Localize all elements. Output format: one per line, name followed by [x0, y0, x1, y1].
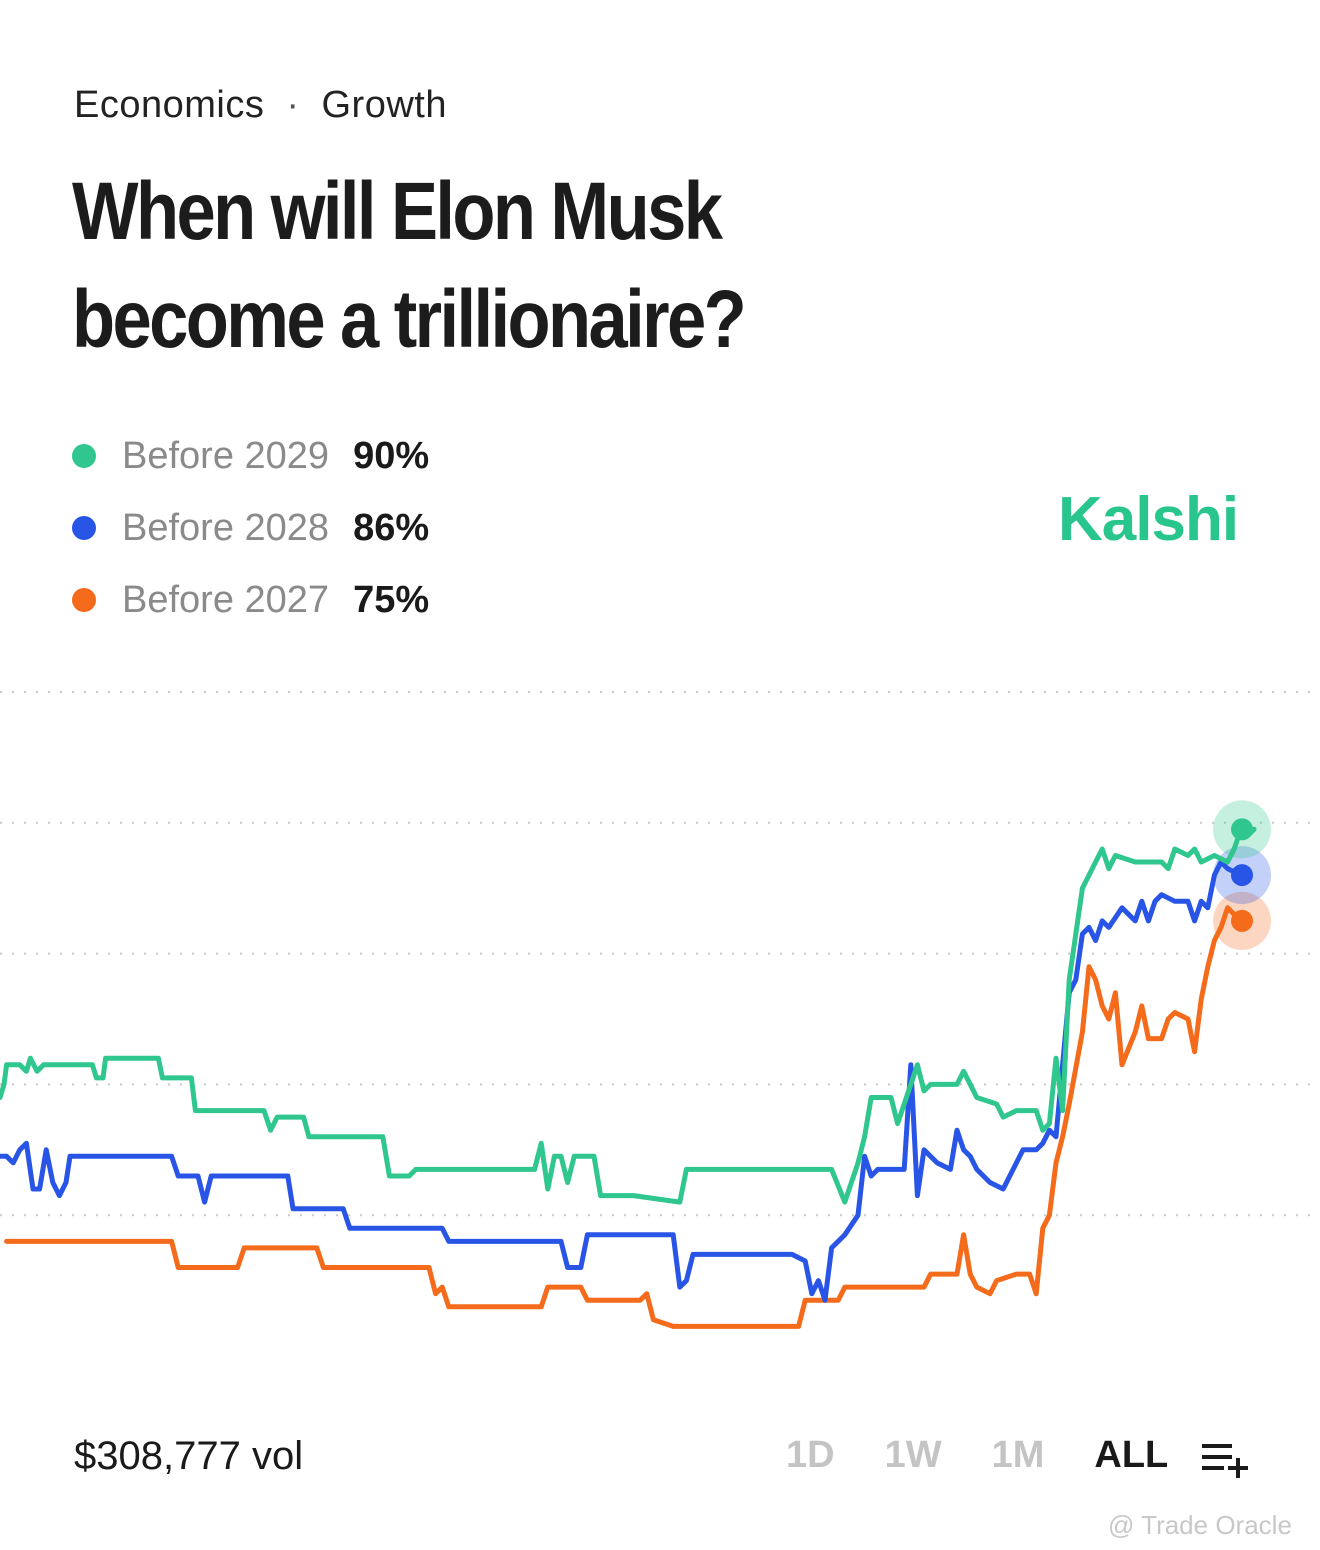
series-endpoint-dot	[1231, 818, 1253, 841]
legend-item[interactable]: Before 2029 90%	[72, 420, 429, 492]
breadcrumb-separator: ·	[286, 84, 300, 126]
legend-label: Before 2027	[122, 578, 330, 621]
breadcrumb-category[interactable]: Economics	[74, 84, 265, 126]
legend-dot-icon	[72, 588, 96, 612]
breadcrumb-subcategory[interactable]: Growth	[321, 84, 447, 126]
legend-item[interactable]: Before 2027 75%	[72, 564, 429, 636]
watermark: @ Trade Oracle	[1108, 1510, 1292, 1540]
legend-dot-icon	[72, 444, 96, 468]
volume-label: $308,777 vol	[74, 1434, 304, 1478]
series-line-0	[0, 826, 1257, 1205]
legend-dot-icon	[72, 516, 96, 540]
series-endpoint-dot	[1231, 864, 1253, 887]
range-tab-1w[interactable]: 1W	[884, 1434, 942, 1476]
legend-label: Before 2028	[122, 506, 330, 549]
range-tab-1m[interactable]: 1M	[991, 1434, 1045, 1476]
legend-value: 75%	[353, 578, 430, 621]
list-add-icon[interactable]	[1200, 1440, 1252, 1480]
legend-value: 86%	[353, 506, 430, 549]
breadcrumb: Economics · Growth	[74, 84, 447, 127]
series-line-1	[0, 859, 1244, 1303]
price-chart	[0, 691, 1312, 1329]
brand-logo: Kalshi	[1058, 485, 1239, 554]
outcome-legend: Before 2029 90% Before 2028 86% Before 2027 7…	[72, 420, 429, 636]
series-endpoint-dot	[1231, 909, 1253, 932]
legend-item[interactable]: Before 2028 86%	[72, 492, 429, 564]
range-tab-1d[interactable]: 1D	[786, 1434, 835, 1476]
time-range-selector: 1D 1W 1M ALL	[786, 1434, 1218, 1477]
legend-label: Before 2029	[122, 434, 330, 477]
legend-value: 90%	[353, 434, 430, 477]
range-tab-all[interactable]: ALL	[1094, 1434, 1169, 1476]
page-title: When will Elon Musk become a trillionair…	[72, 166, 747, 365]
series-line-2	[4, 905, 1244, 1329]
